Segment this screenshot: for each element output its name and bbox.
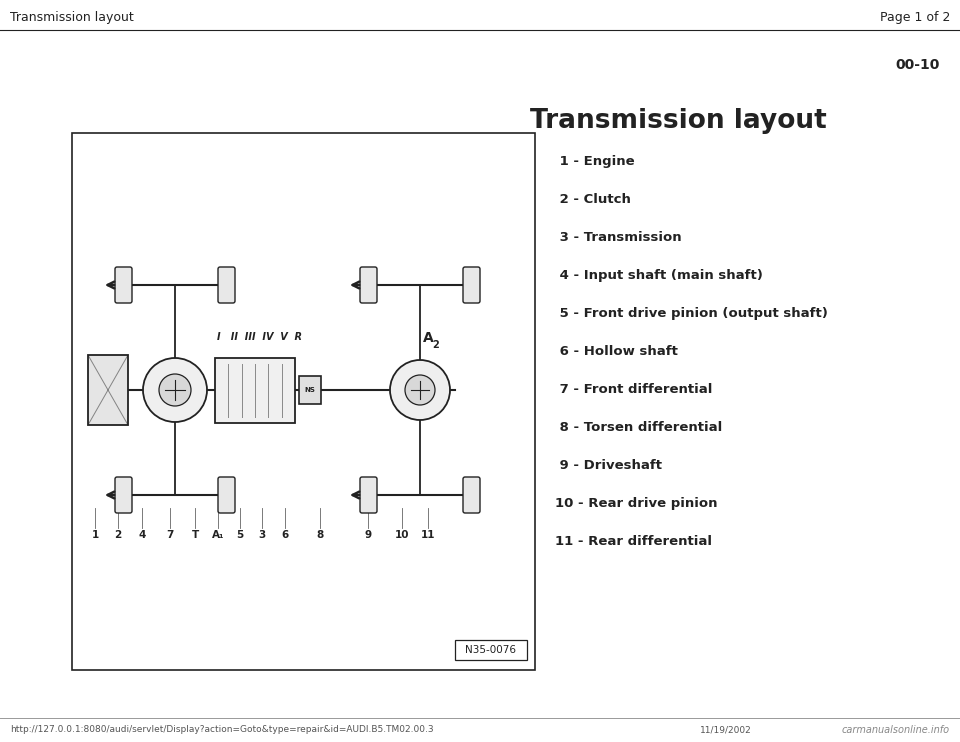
Text: carmanualsonline.info: carmanualsonline.info (842, 725, 950, 735)
Text: 11 - Rear differential: 11 - Rear differential (555, 535, 712, 548)
Text: 10: 10 (395, 530, 409, 540)
FancyBboxPatch shape (360, 477, 377, 513)
Text: I   II  III  IV  V  R: I II III IV V R (217, 332, 302, 343)
Text: 8: 8 (317, 530, 324, 540)
Text: 4: 4 (138, 530, 146, 540)
Text: 3: 3 (258, 530, 266, 540)
Circle shape (405, 375, 435, 405)
Text: 9 - Driveshaft: 9 - Driveshaft (555, 459, 662, 472)
FancyBboxPatch shape (115, 267, 132, 303)
Text: 7 - Front differential: 7 - Front differential (555, 383, 712, 396)
Text: 11: 11 (420, 530, 435, 540)
Text: 9: 9 (365, 530, 372, 540)
Circle shape (390, 360, 450, 420)
Text: A₁: A₁ (212, 530, 225, 540)
Text: 2 - Clutch: 2 - Clutch (555, 193, 631, 206)
Text: N35-0076: N35-0076 (466, 645, 516, 655)
Text: http://127.0.0.1:8080/audi/servlet/Display?action=Goto&type=repair&id=AUDI.B5.TM: http://127.0.0.1:8080/audi/servlet/Displ… (10, 726, 434, 735)
Text: 8 - Torsen differential: 8 - Torsen differential (555, 421, 722, 434)
Text: 1 - Engine: 1 - Engine (555, 155, 635, 168)
Bar (215, 358, 295, 422)
FancyBboxPatch shape (463, 267, 480, 303)
Text: 7: 7 (166, 530, 174, 540)
Text: Page 1 of 2: Page 1 of 2 (879, 11, 950, 24)
Circle shape (159, 374, 191, 406)
Text: T: T (191, 530, 199, 540)
Text: 4 - Input shaft (main shaft): 4 - Input shaft (main shaft) (555, 269, 763, 282)
Text: NS: NS (304, 387, 316, 393)
Bar (88, 355, 128, 425)
Text: A: A (423, 331, 434, 345)
FancyBboxPatch shape (360, 267, 377, 303)
Text: 6: 6 (281, 530, 289, 540)
Text: 5 - Front drive pinion (output shaft): 5 - Front drive pinion (output shaft) (555, 307, 828, 320)
Bar (455, 640, 527, 660)
Bar (299, 376, 321, 404)
Text: 1: 1 (91, 530, 99, 540)
Text: Transmission layout: Transmission layout (10, 11, 133, 24)
FancyBboxPatch shape (218, 477, 235, 513)
Text: 5: 5 (236, 530, 244, 540)
Text: 00-10: 00-10 (896, 58, 940, 72)
FancyBboxPatch shape (463, 477, 480, 513)
Text: 3 - Transmission: 3 - Transmission (555, 231, 682, 244)
Text: 2: 2 (432, 340, 439, 350)
Text: 11/19/2002: 11/19/2002 (700, 726, 752, 735)
FancyBboxPatch shape (115, 477, 132, 513)
Text: 6 - Hollow shaft: 6 - Hollow shaft (555, 345, 678, 358)
Bar (72, 133, 535, 670)
Text: 10 - Rear drive pinion: 10 - Rear drive pinion (555, 497, 717, 510)
Text: Transmission layout: Transmission layout (530, 108, 827, 134)
FancyBboxPatch shape (218, 267, 235, 303)
Circle shape (143, 358, 207, 422)
Text: 2: 2 (114, 530, 122, 540)
